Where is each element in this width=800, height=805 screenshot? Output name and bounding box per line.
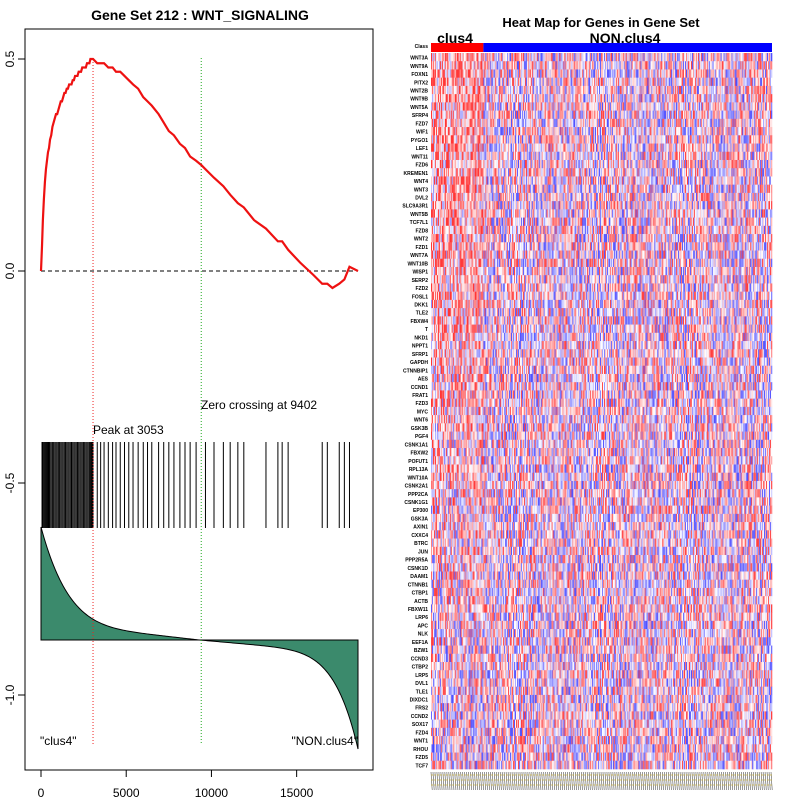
heat-cell xyxy=(771,144,772,153)
heat-cell xyxy=(771,94,772,103)
y-tick-label: 0.0 xyxy=(3,262,17,279)
x-tick-label: 5000 xyxy=(113,786,140,800)
x-tick-label: 0 xyxy=(38,786,45,800)
enrichment-plot: Gene Set 212 : WNT_SIGNALING Peak at 305… xyxy=(3,7,373,800)
heat-cell xyxy=(771,111,772,120)
ranked-metric-fill xyxy=(41,527,358,749)
heat-cell xyxy=(771,127,772,136)
heat-cell xyxy=(771,152,772,161)
left-class-label: "clus4" xyxy=(40,734,77,748)
heat-map-cells xyxy=(431,53,772,769)
heat-cell xyxy=(771,53,772,62)
running-es-curve xyxy=(41,59,358,288)
y-axis: -1.0 -0.5 0.0 0.5 xyxy=(3,50,25,705)
zero-crossing-label: Zero crossing at 9402 xyxy=(201,398,317,412)
y-tick-label: 0.5 xyxy=(3,50,17,67)
peak-label: Peak at 3053 xyxy=(93,423,164,437)
ranked-metric-area xyxy=(41,527,358,749)
x-tick-label: 10000 xyxy=(195,786,229,800)
enrichment-plot-title: Gene Set 212 : WNT_SIGNALING xyxy=(91,7,309,23)
heat-cell xyxy=(771,69,772,78)
heat-map-title: Heat Map for Genes in Gene Set xyxy=(502,15,700,30)
x-axis: 0 5000 10000 15000 xyxy=(38,770,314,800)
x-tick-label: 15000 xyxy=(280,786,314,800)
y-tick-label: -0.5 xyxy=(3,472,17,493)
gene-hit-ticks xyxy=(42,442,349,528)
heat-cell xyxy=(771,61,772,70)
y-tick-label: -1.0 xyxy=(3,684,17,705)
heat-cell xyxy=(771,135,772,144)
heat-cell xyxy=(771,160,772,169)
right-class-label: "NON.clus4" xyxy=(291,734,358,748)
heat-cell xyxy=(771,119,772,128)
heat-cell xyxy=(771,86,772,95)
heat-cell xyxy=(771,102,772,111)
heat-map-panel: Heat Map for Genes in Gene Set clus4 NON… xyxy=(402,15,772,790)
heat-cell xyxy=(771,78,772,87)
